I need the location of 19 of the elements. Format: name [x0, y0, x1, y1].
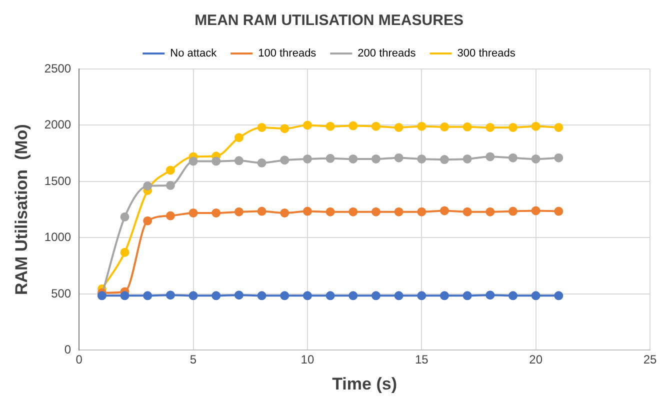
x-tick-label: 10	[300, 352, 314, 367]
y-axis-title: RAM Utilisation (Mo)	[12, 124, 31, 296]
x-tick-label: 20	[529, 352, 543, 367]
y-tick-label: 0	[64, 342, 72, 357]
x-tick-label: 15	[414, 352, 429, 367]
legend-label: 200 threads	[358, 48, 416, 60]
y-tick-label: 1500	[44, 174, 72, 188]
legend-label: 300 threads	[457, 48, 516, 60]
y-tick-label: 2500	[44, 61, 72, 76]
x-tick-label: 5	[190, 352, 197, 367]
y-tick-label: 500	[51, 286, 72, 300]
y-tick-label: 2000	[44, 118, 72, 132]
legend-label: No attack	[170, 48, 218, 60]
x-axis-title: Time (s)	[332, 374, 397, 394]
legend-label: 100 threads	[258, 48, 317, 60]
y-tick-label: 1000	[44, 230, 72, 244]
x-tick-label: 0	[76, 352, 83, 367]
x-tick-label: 25	[643, 352, 657, 367]
chart-title: MEAN RAM UTILISATION MEASURES	[194, 12, 464, 30]
